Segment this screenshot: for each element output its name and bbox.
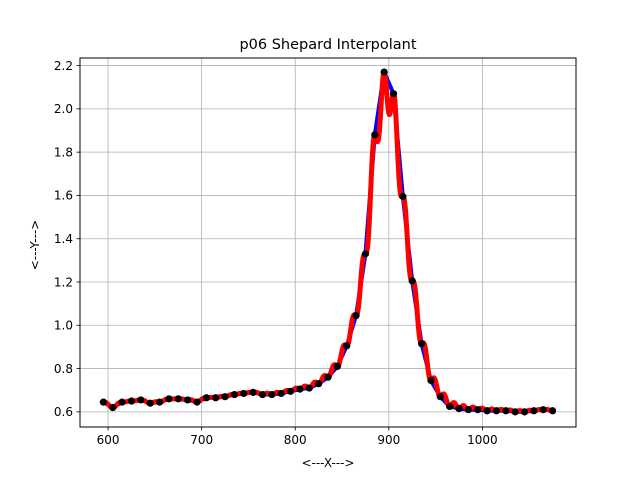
data-point: [155, 398, 164, 406]
data-point: [371, 131, 379, 139]
y-tick-label: 1.0: [54, 319, 73, 333]
data-point: [455, 405, 463, 413]
x-tick-label: 700: [190, 433, 213, 447]
y-tick-label: 1.2: [54, 275, 73, 289]
data-point: [464, 406, 472, 414]
data-point: [258, 390, 267, 399]
data-point: [380, 68, 388, 76]
y-tick-label: 0.8: [54, 362, 73, 376]
data-point: [333, 362, 341, 370]
y-tick-label: 1.8: [54, 145, 73, 159]
data-point: [520, 408, 529, 416]
plot-frame: [79, 57, 577, 428]
x-tick-label: 800: [284, 433, 307, 447]
y-tick-label: 1.6: [54, 189, 73, 203]
grid: [80, 58, 576, 427]
data-point: [240, 389, 248, 398]
data-line: [101, 70, 555, 414]
data-point: [408, 277, 416, 285]
x-tick-label: 900: [377, 433, 400, 447]
data-point: [109, 403, 117, 412]
plot-series: [100, 69, 556, 415]
data-point: [286, 387, 295, 395]
y-tick-label: 0.6: [54, 405, 73, 419]
data-point: [539, 406, 547, 414]
data-point: [230, 390, 239, 399]
data-point: [549, 407, 557, 415]
data-point: [389, 90, 398, 98]
data-point: [530, 407, 538, 415]
data-point: [399, 192, 407, 201]
y-tick-label: 2.0: [54, 102, 73, 116]
chart-title: p06 Shepard Interpolant: [239, 37, 416, 53]
y-axis-title: <---Y--->: [28, 220, 42, 271]
data-point: [127, 397, 136, 405]
x-tick-label: 600: [97, 433, 120, 447]
data-point: [483, 407, 491, 415]
data-point: [502, 407, 510, 415]
data-point: [324, 373, 332, 381]
data-point: [277, 389, 285, 398]
data-point: [305, 384, 313, 392]
data-points: [99, 68, 557, 416]
data-point: [492, 407, 501, 415]
data-point: [343, 342, 351, 350]
data-point: [446, 402, 454, 411]
data-point: [212, 394, 220, 402]
data-point: [221, 393, 229, 401]
data-point: [296, 385, 304, 393]
data-point: [417, 340, 426, 348]
data-point: [427, 376, 435, 385]
data-point: [511, 408, 519, 416]
data-point: [184, 396, 192, 404]
data-point: [99, 398, 107, 406]
y-tick-label: 2.2: [54, 59, 73, 73]
data-point: [146, 399, 154, 407]
data-point: [249, 388, 257, 396]
data-point: [352, 311, 360, 320]
data-point: [193, 398, 201, 406]
axis-ticks: 600 700 800 900 1000 0.6 0.8 1.0 1.2 1.4 1.6 1.8 2.0…: [54, 59, 498, 447]
data-point: [315, 380, 323, 388]
data-point: [361, 250, 370, 258]
data-point: [118, 398, 126, 406]
shepard-interpolant-line: [100, 69, 556, 415]
data-point: [474, 406, 482, 414]
data-point: [436, 393, 444, 401]
data-point: [137, 396, 145, 404]
data-point: [202, 394, 210, 402]
data-point: [174, 395, 182, 403]
x-tick-label: 1000: [467, 433, 498, 447]
data-point: [268, 390, 276, 399]
x-axis-title: <---X--->: [301, 456, 354, 470]
y-tick-label: 1.4: [54, 232, 73, 246]
data-point: [165, 395, 173, 403]
